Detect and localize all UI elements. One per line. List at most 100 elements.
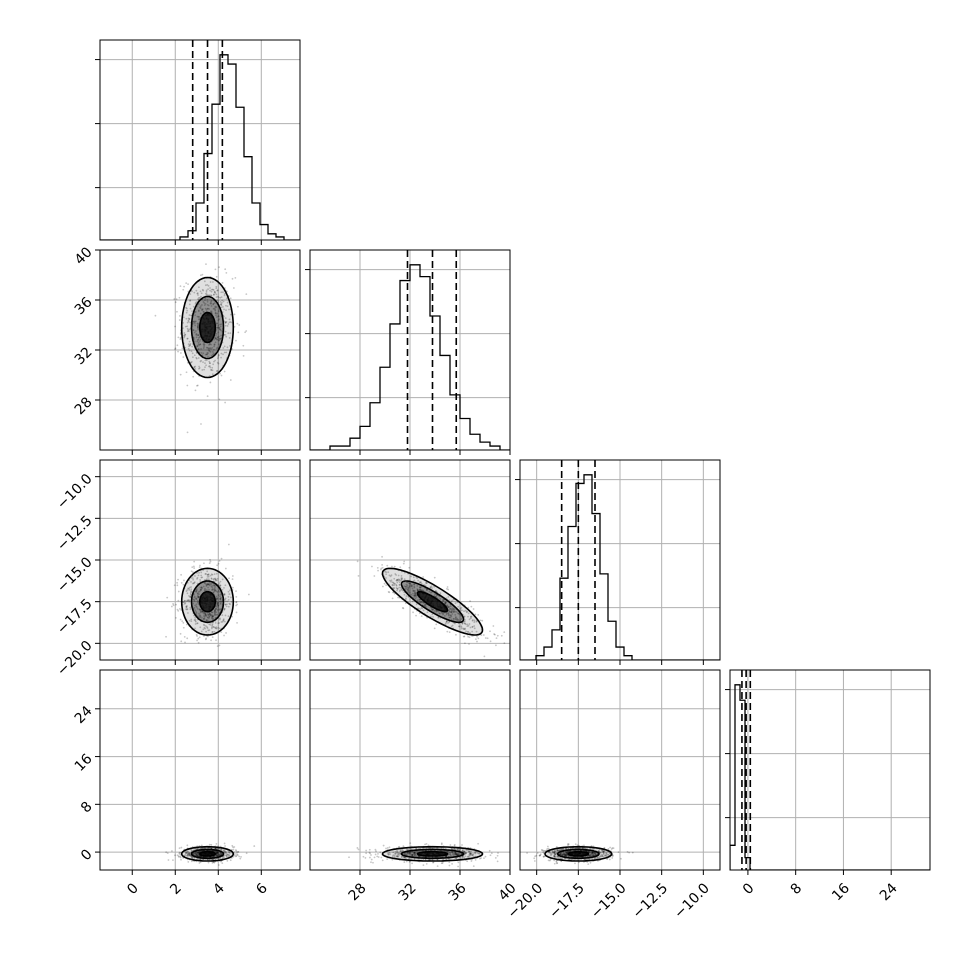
sample-point: [398, 854, 400, 857]
sample-point: [196, 601, 199, 604]
sample-point: [206, 307, 209, 310]
sample-point: [212, 303, 215, 306]
sample-point: [567, 843, 570, 846]
sample-point: [540, 849, 543, 851]
sample-point: [476, 635, 478, 638]
sample-point: [237, 851, 240, 853]
sample-point: [408, 582, 411, 585]
sample-point: [477, 613, 480, 616]
sample-point: [227, 595, 230, 598]
sample-point: [449, 614, 452, 617]
sample-point: [492, 625, 495, 627]
sample-point: [395, 855, 398, 858]
sample-point: [215, 322, 218, 325]
sample-point: [214, 607, 217, 610]
y-tick-label: −12.5: [54, 513, 96, 555]
sample-point: [391, 597, 394, 600]
sample-point: [457, 849, 459, 851]
sample-point: [413, 851, 416, 854]
sample-point: [592, 851, 595, 854]
sample-point: [596, 857, 599, 860]
sample-point: [403, 578, 406, 581]
sample-point: [396, 578, 399, 581]
sample-point: [470, 605, 473, 608]
sample-point: [218, 266, 220, 269]
sample-point: [393, 592, 396, 595]
sample-point: [225, 850, 227, 853]
sample-point: [190, 856, 193, 859]
sample-point: [196, 576, 199, 579]
sample-point: [225, 855, 228, 858]
sample-point: [446, 586, 449, 588]
sample-point: [245, 330, 248, 332]
sample-point: [213, 589, 216, 592]
sample-point: [588, 855, 591, 857]
sample-point: [220, 323, 223, 326]
sample-point: [589, 854, 592, 857]
sample-point: [194, 627, 196, 630]
sample-point: [421, 589, 424, 592]
sample-point: [408, 860, 411, 863]
sample-point: [471, 854, 474, 857]
sample-point: [207, 858, 209, 861]
sample-point: [419, 598, 421, 601]
sample-point: [219, 854, 221, 856]
panel-frame: [99, 249, 301, 451]
sample-point: [213, 630, 216, 633]
sample-point: [222, 619, 225, 622]
sample-point: [448, 621, 451, 623]
sample-point: [202, 618, 205, 620]
sample-point: [463, 628, 466, 631]
density-level: [199, 591, 216, 612]
sample-point: [204, 614, 207, 616]
sample-point: [208, 343, 211, 346]
sample-point: [574, 843, 577, 846]
sample-point: [199, 616, 201, 619]
sample-point: [189, 344, 191, 346]
sample-point: [197, 326, 199, 329]
sample-point: [193, 354, 196, 357]
sample-point: [564, 851, 567, 853]
sample-point: [186, 337, 189, 340]
sample-point: [188, 599, 191, 602]
sample-point: [207, 573, 210, 575]
sample-point: [217, 354, 220, 356]
sample-point: [215, 316, 218, 318]
sample-point: [503, 631, 506, 634]
sample-point: [212, 588, 214, 591]
sample-point: [560, 848, 563, 851]
x-tick-label: −10.0: [671, 880, 713, 922]
sample-point: [564, 854, 567, 856]
sample-point: [460, 606, 463, 609]
sample-point: [188, 852, 191, 855]
sample-point: [435, 590, 438, 593]
sample-point: [187, 851, 189, 853]
sample-point: [456, 617, 459, 620]
sample-point: [600, 855, 602, 858]
sample-point: [219, 328, 221, 331]
sample-point: [185, 606, 188, 608]
sample-point: [205, 637, 208, 640]
sample-point: [203, 280, 206, 283]
sample-point: [178, 607, 181, 610]
sample-point: [594, 857, 597, 860]
sample-point: [396, 587, 399, 590]
sample-point: [386, 852, 389, 855]
grid: [520, 670, 720, 870]
sample-point: [239, 857, 242, 860]
sample-point: [228, 851, 231, 853]
sample-point: [406, 586, 409, 589]
sample-point: [229, 332, 232, 335]
sample-point: [195, 289, 198, 292]
sample-point: [455, 853, 458, 855]
sample-point: [196, 639, 198, 642]
sample-point: [185, 590, 188, 593]
sample-point: [605, 851, 608, 854]
sample-point: [222, 353, 224, 356]
sample-point: [552, 851, 554, 854]
sample-point: [185, 605, 188, 608]
sample-point: [183, 635, 186, 638]
sample-point: [607, 847, 610, 850]
sample-point: [197, 853, 200, 855]
sample-point: [593, 853, 596, 856]
